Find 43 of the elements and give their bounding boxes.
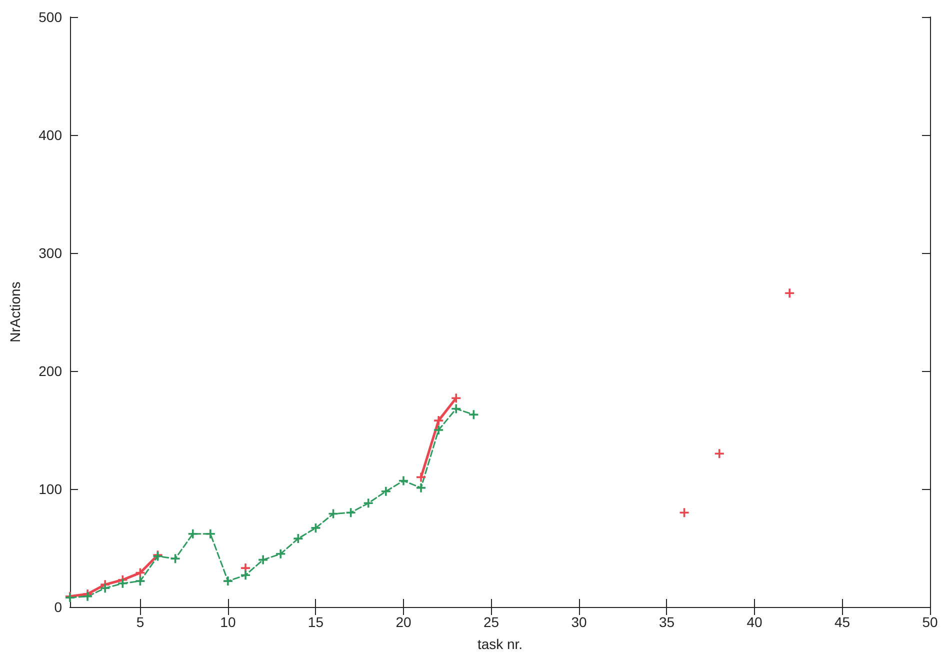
point: [311, 523, 320, 532]
point: [714, 449, 724, 458]
x-tick-label: 20: [396, 614, 412, 630]
point: [416, 483, 426, 492]
point: [785, 288, 794, 298]
x-tick-label: 25: [483, 614, 500, 630]
x-tick-label: 5: [136, 614, 144, 630]
y-tick-label: 300: [38, 245, 62, 261]
point: [434, 416, 444, 426]
x-axis-title: task nr.: [477, 636, 523, 652]
point: [136, 576, 145, 586]
point: [276, 549, 286, 558]
x-tick-label: 50: [922, 614, 938, 630]
point: [452, 404, 461, 414]
point: [364, 498, 373, 508]
point: [188, 529, 198, 538]
point: [680, 508, 689, 518]
point: [206, 529, 215, 538]
x-tick-label: 35: [658, 614, 675, 630]
point: [100, 584, 110, 593]
point: [346, 508, 356, 518]
point: [223, 576, 232, 586]
point: [434, 426, 444, 434]
point: [416, 472, 426, 482]
point: [241, 570, 250, 580]
x-tick-label: 40: [746, 614, 762, 630]
y-tick-label: 400: [38, 127, 62, 143]
y-tick-label: 200: [38, 363, 62, 379]
point: [170, 554, 180, 564]
x-tick-label: 10: [220, 614, 236, 630]
y-tick-label: 0: [54, 599, 62, 615]
y-tick-label: 500: [38, 9, 62, 25]
x-tick-label: 45: [834, 614, 850, 630]
y-tick-label: 100: [38, 481, 62, 497]
point: [452, 394, 461, 403]
x-tick-label: 30: [571, 614, 587, 630]
point: [258, 555, 268, 564]
point: [118, 578, 128, 588]
y-axis-title: NrActions: [7, 282, 23, 342]
point: [381, 486, 390, 496]
point: [294, 534, 303, 544]
point: [398, 476, 408, 486]
x-tick-label: 15: [308, 614, 324, 630]
